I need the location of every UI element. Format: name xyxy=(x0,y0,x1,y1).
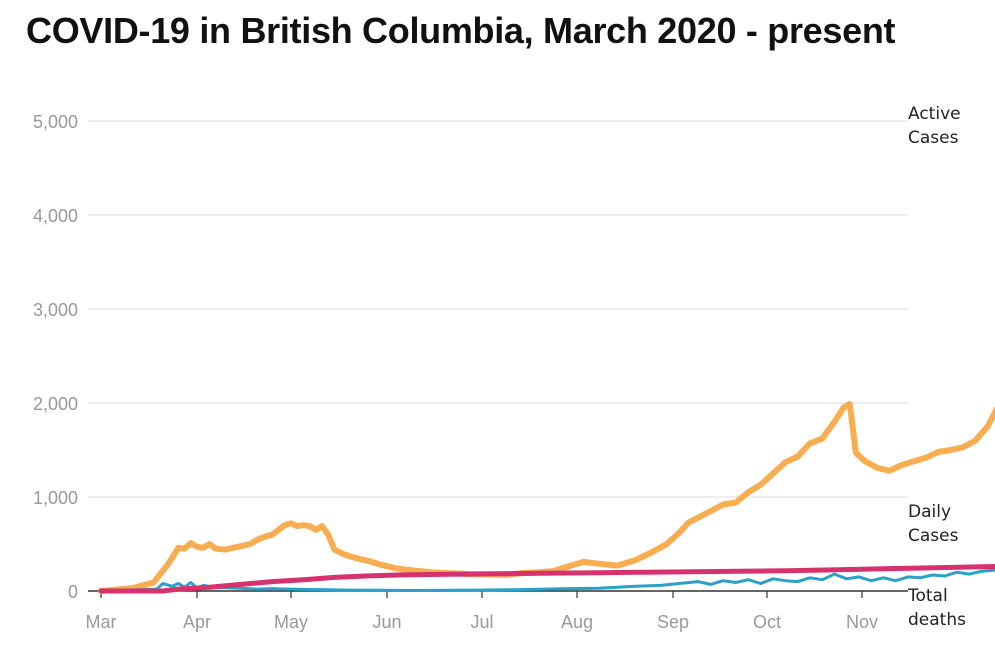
daily-cases-label: Daily xyxy=(908,502,951,522)
x-tick-label: Jul xyxy=(470,612,493,632)
active-cases-label: Cases xyxy=(908,128,959,148)
series-labels: Active Cases Daily Cases Total deaths xyxy=(907,104,966,630)
daily-cases-line xyxy=(99,568,995,593)
x-tick-label: Mar xyxy=(86,612,117,632)
total-deaths-label: Total xyxy=(907,586,948,606)
y-tick-label: 5,000 xyxy=(33,112,78,132)
x-tick-label: Nov xyxy=(846,612,878,632)
x-tick-label: Apr xyxy=(183,612,211,632)
daily-cases-label: Cases xyxy=(908,526,959,546)
x-tick-label: May xyxy=(274,612,308,632)
total-deaths-label: deaths xyxy=(908,610,966,630)
x-axis-ticks: Mar Apr May Jun Jul Aug Sep Oct Nov xyxy=(86,591,878,632)
x-tick-label: Oct xyxy=(753,612,781,632)
y-tick-label: 2,000 xyxy=(33,394,78,414)
x-tick-label: Aug xyxy=(561,612,593,632)
x-tick-label: Sep xyxy=(657,612,689,632)
chart-title: COVID-19 in British Columbia, March 2020… xyxy=(26,10,896,51)
y-tick-label: 4,000 xyxy=(33,206,78,226)
total-deaths-line xyxy=(98,563,995,594)
y-tick-label: 0 xyxy=(68,582,78,602)
active-cases-label: Active xyxy=(908,104,961,124)
y-axis-ticks: 0 1,000 2,000 3,000 4,000 5,000 xyxy=(33,112,78,602)
gridlines xyxy=(88,120,908,592)
active-cases-line xyxy=(98,400,995,594)
y-tick-label: 3,000 xyxy=(33,300,78,320)
y-tick-label: 1,000 xyxy=(33,488,78,508)
series-lines xyxy=(98,400,995,594)
x-tick-label: Jun xyxy=(372,612,401,632)
